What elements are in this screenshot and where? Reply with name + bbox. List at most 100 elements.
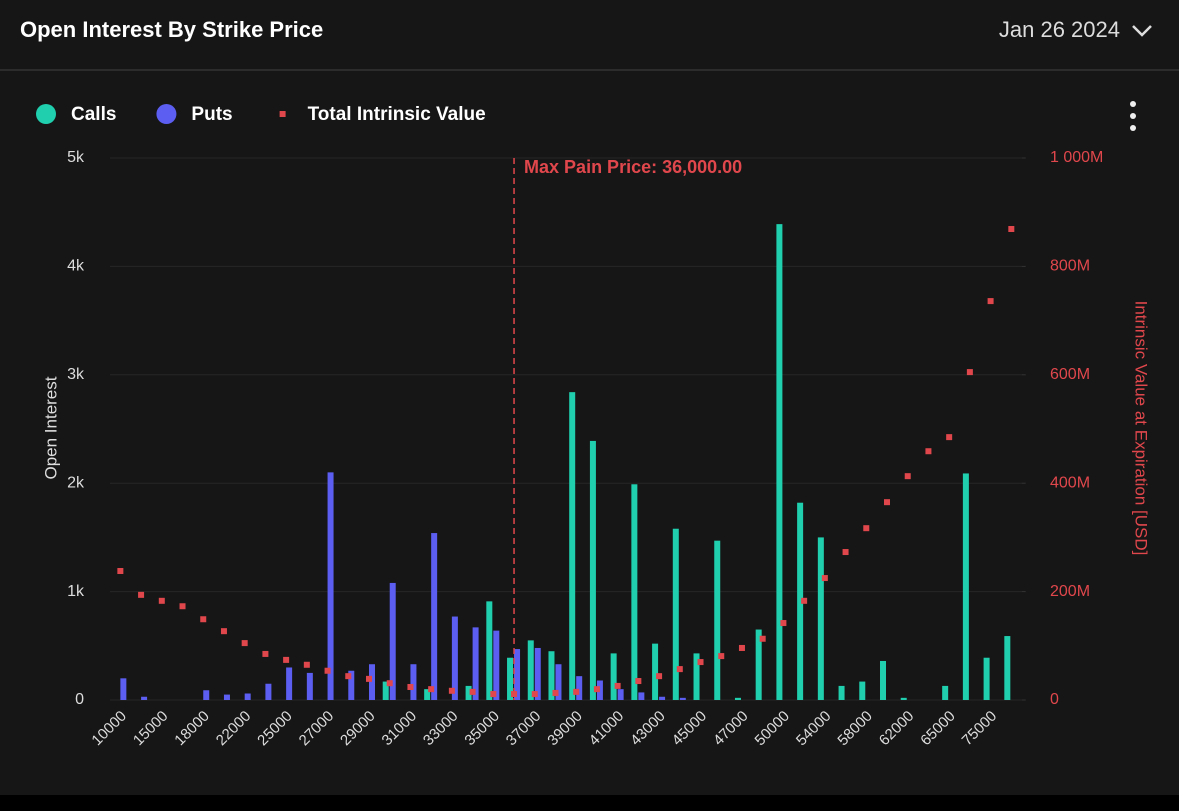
bar bbox=[569, 392, 576, 700]
bar bbox=[983, 657, 990, 700]
point bbox=[738, 644, 745, 651]
point bbox=[946, 434, 953, 441]
bar bbox=[638, 692, 645, 700]
bar bbox=[548, 651, 555, 700]
bar bbox=[880, 660, 886, 700]
bar bbox=[734, 697, 741, 700]
point bbox=[904, 473, 911, 480]
point bbox=[593, 686, 600, 693]
point bbox=[158, 597, 165, 604]
point bbox=[345, 673, 352, 680]
legend-label[interactable]: Puts bbox=[191, 104, 232, 125]
y2-tick-label: 400M bbox=[1050, 474, 1090, 491]
max-pain-label: Max Pain Price: 36,000.00 bbox=[524, 157, 742, 177]
point bbox=[200, 616, 207, 623]
point bbox=[614, 682, 621, 689]
bar bbox=[797, 502, 804, 700]
bar bbox=[327, 472, 334, 700]
point bbox=[490, 691, 497, 698]
legend-label[interactable]: Total Intrinsic Value bbox=[308, 104, 486, 125]
point bbox=[697, 659, 704, 666]
point bbox=[220, 628, 227, 635]
bar bbox=[514, 649, 521, 700]
menu[interactable] bbox=[1130, 101, 1136, 131]
bar bbox=[465, 685, 472, 700]
bar bbox=[555, 664, 562, 700]
y-tick-label: 3k bbox=[67, 366, 85, 383]
chevron[interactable] bbox=[1132, 25, 1152, 37]
point bbox=[366, 675, 372, 682]
bar bbox=[244, 693, 251, 700]
bar bbox=[431, 533, 438, 700]
y-tick-label: 5k bbox=[67, 149, 85, 166]
point bbox=[117, 568, 124, 575]
point bbox=[759, 635, 766, 642]
bar bbox=[306, 672, 313, 700]
bar bbox=[286, 667, 293, 700]
bar bbox=[382, 681, 389, 700]
y2-tick-label: 0 bbox=[1050, 691, 1059, 708]
y2-axis-title: Intrinsic Value at Expiration [USD] bbox=[1132, 301, 1151, 556]
bar bbox=[631, 484, 638, 700]
bar bbox=[348, 670, 355, 700]
point bbox=[925, 448, 932, 455]
y-tick-label: 4k bbox=[67, 258, 85, 275]
point bbox=[262, 650, 269, 657]
y-axis-title: Open Interest bbox=[41, 376, 60, 479]
point bbox=[448, 687, 455, 694]
bar bbox=[859, 681, 866, 700]
point bbox=[780, 620, 787, 627]
bar bbox=[120, 678, 127, 700]
bar bbox=[389, 582, 396, 700]
bar bbox=[652, 643, 659, 700]
bar bbox=[610, 653, 617, 700]
bar bbox=[472, 627, 479, 700]
bar bbox=[527, 640, 534, 700]
point bbox=[987, 298, 994, 305]
point bbox=[324, 667, 331, 674]
legend-swatch bbox=[279, 111, 286, 117]
bar bbox=[672, 528, 679, 700]
bar bbox=[617, 689, 624, 700]
point bbox=[138, 591, 145, 598]
point bbox=[386, 680, 393, 687]
point bbox=[821, 575, 828, 582]
bar bbox=[493, 630, 500, 700]
bar bbox=[659, 696, 666, 700]
point bbox=[573, 688, 580, 695]
point bbox=[511, 691, 518, 698]
y-tick-label: 2k bbox=[67, 474, 85, 491]
bar bbox=[900, 697, 907, 700]
bar bbox=[693, 653, 700, 700]
y2-tick-label: 200M bbox=[1050, 583, 1090, 600]
bar bbox=[265, 683, 272, 700]
legend-swatch bbox=[156, 104, 177, 124]
y2-tick-label: 1 000M bbox=[1050, 149, 1103, 166]
y-tick-label: 0 bbox=[75, 691, 84, 708]
point bbox=[283, 656, 290, 663]
bar bbox=[589, 440, 596, 700]
bar bbox=[714, 540, 721, 700]
bar bbox=[451, 616, 458, 700]
bar bbox=[486, 601, 493, 700]
y2-tick-label: 800M bbox=[1050, 258, 1090, 275]
bar bbox=[576, 676, 583, 700]
bar bbox=[223, 694, 230, 700]
bar bbox=[203, 690, 210, 700]
bar bbox=[755, 629, 762, 700]
bar bbox=[838, 685, 845, 700]
bar bbox=[410, 664, 417, 700]
legend-swatch bbox=[36, 104, 56, 124]
legend-label[interactable]: Calls bbox=[71, 104, 116, 125]
bar bbox=[507, 657, 514, 700]
bar bbox=[534, 647, 541, 700]
bar bbox=[141, 696, 148, 700]
menu-dot[interactable] bbox=[1130, 113, 1136, 119]
menu-dot[interactable] bbox=[1130, 101, 1136, 107]
bar bbox=[369, 664, 375, 700]
date-select[interactable]: Jan 26 2024 bbox=[999, 17, 1120, 42]
point bbox=[676, 666, 683, 673]
menu-dot[interactable] bbox=[1130, 125, 1136, 131]
bar bbox=[776, 224, 783, 700]
